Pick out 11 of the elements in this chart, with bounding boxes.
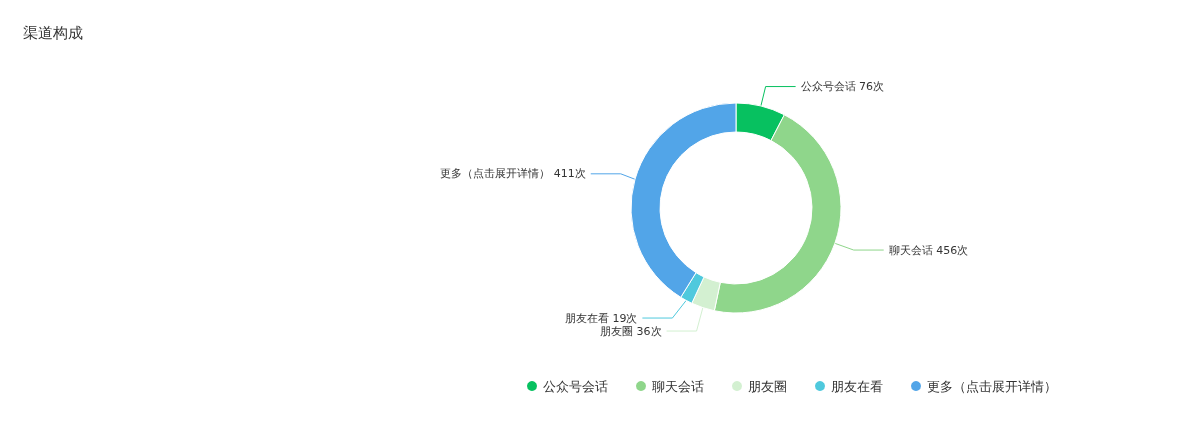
legend-label: 聊天会话 bbox=[652, 378, 704, 394]
category-label: 朋友在看 19次 bbox=[564, 311, 638, 325]
category-label: 朋友圈 36次 bbox=[600, 324, 662, 338]
category-label: 更多（点击展开详情） 411次 bbox=[440, 167, 586, 181]
category-label: 聊天会话 456次 bbox=[888, 243, 969, 257]
legend-label: 朋友圈 bbox=[748, 378, 787, 394]
text: 渠道构成 bbox=[23, 23, 83, 42]
legend-label: 朋友在看 bbox=[831, 378, 883, 394]
legend-label: 公众号会话 bbox=[543, 378, 608, 394]
category-label: 公众号会话 76次 bbox=[800, 80, 885, 94]
legend-label: 更多（点击展开详情） bbox=[927, 378, 1057, 394]
